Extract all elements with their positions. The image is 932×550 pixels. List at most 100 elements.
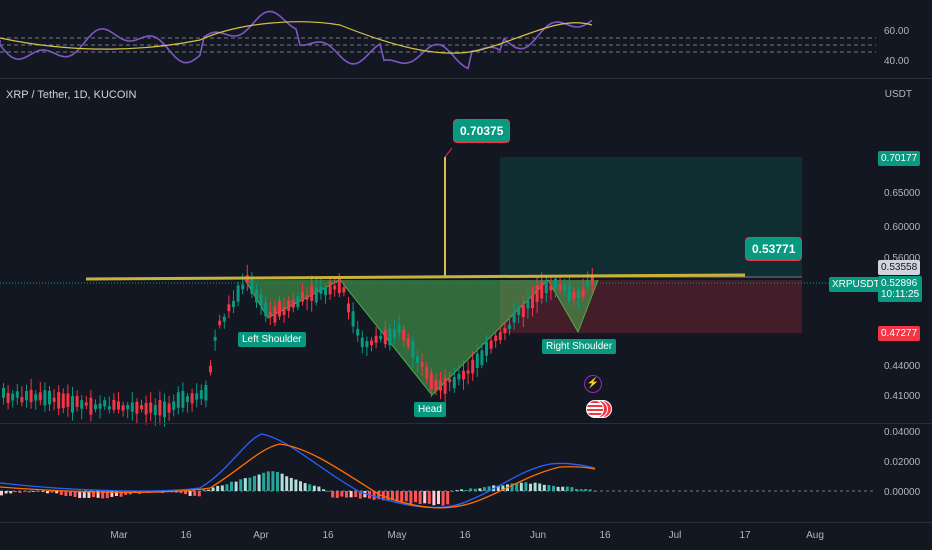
macd-axis-label: 0.04000 [884, 427, 921, 438]
macd-histogram-bar [455, 490, 459, 491]
candle-body [186, 396, 189, 402]
rsi-ma-line [0, 21, 593, 54]
macd-histogram-bar [299, 481, 302, 491]
macd-histogram-bar [257, 474, 261, 491]
macd-histogram-bar [289, 477, 293, 491]
candle-body [475, 353, 479, 369]
macd-histogram-bar [119, 491, 123, 497]
neckline-callout[interactable]: 0.53771 [745, 237, 803, 261]
candle-body [448, 378, 452, 383]
candle-body [347, 303, 350, 313]
candle-body [581, 288, 585, 297]
candle-body [190, 393, 194, 404]
candle-body [163, 401, 166, 418]
macd-histogram-bar [335, 491, 339, 499]
candle-body [135, 401, 139, 414]
candle-body [222, 316, 226, 322]
macd-histogram-bar [533, 482, 537, 491]
neckline [85, 273, 746, 281]
macd-histogram-bar [188, 491, 192, 496]
time-axis-label: 16 [599, 530, 611, 541]
macd-histogram-bar [36, 491, 40, 492]
peak-callout[interactable]: 0.70375 [453, 119, 511, 143]
us-flag-icon[interactable] [586, 400, 612, 418]
macd-axis-label: 0.02000 [884, 457, 921, 468]
macd-histogram-bar [220, 485, 224, 491]
candle-body [94, 404, 97, 410]
macd-histogram-bar [230, 481, 233, 491]
candle-body [439, 380, 442, 391]
macd-histogram-bar [9, 491, 13, 494]
macd-histogram-bar [556, 486, 560, 491]
macd-histogram-bar [234, 481, 238, 491]
lightning-icon[interactable]: ⚡ [584, 375, 602, 393]
candle-body [15, 391, 19, 398]
candle-body [153, 405, 157, 416]
candle-body [512, 312, 516, 323]
macd-histogram-bar [588, 489, 592, 491]
time-axis-label: 16 [322, 530, 334, 541]
macd-histogram-bar [561, 486, 565, 491]
candle-body [38, 392, 42, 401]
candle-body [544, 280, 548, 294]
macd-histogram-bar [59, 491, 63, 495]
candle-body [255, 289, 258, 303]
candle-body [117, 401, 120, 410]
macd-histogram-bar [414, 491, 417, 503]
candle-body [181, 390, 185, 408]
macd-histogram-bar [473, 488, 477, 491]
macd-histogram-bar [575, 489, 578, 491]
macd-histogram-bar [184, 491, 187, 495]
candle-body [89, 397, 93, 415]
macd-histogram-bar [101, 491, 105, 499]
macd-histogram-bar [92, 491, 95, 498]
macd-histogram-bar [18, 491, 22, 493]
macd-histogram-bar [423, 491, 427, 504]
macd-histogram-bar [271, 471, 275, 491]
macd-histogram-bar [211, 487, 215, 491]
candle-body [209, 365, 212, 373]
candle-body [406, 338, 410, 347]
macd-histogram-bar [570, 487, 574, 491]
candle-body [259, 294, 263, 306]
candle-body [103, 400, 107, 407]
candle-body [328, 281, 332, 295]
candle-body [52, 397, 56, 402]
candle-body [337, 276, 341, 294]
candle-body [508, 324, 511, 329]
macd-histogram-bar [266, 471, 270, 491]
candle-body [457, 374, 461, 380]
candle-body [429, 372, 433, 390]
candle-body [503, 327, 507, 334]
candle-body [466, 370, 470, 374]
macd-histogram-bar [441, 491, 445, 506]
candle-body [531, 294, 534, 309]
rsi-line [0, 10, 593, 70]
candle-body [314, 287, 318, 303]
candle-body [305, 295, 309, 300]
macd-histogram-bar [584, 488, 588, 491]
macd-histogram-bar [349, 491, 353, 498]
macd-histogram-bar [294, 479, 298, 491]
candle-body [11, 393, 15, 401]
candle-body [61, 393, 65, 409]
candle-body [107, 406, 111, 410]
candle-body [273, 306, 277, 323]
candle-body [351, 311, 355, 327]
macd-histogram-bar [322, 489, 325, 491]
macd-histogram-bar [285, 476, 289, 491]
candle-body [140, 405, 143, 410]
candle-body [195, 393, 199, 400]
candle-body [20, 396, 24, 403]
pane-divider [0, 423, 932, 424]
candle-body [34, 394, 38, 401]
macd-histogram-bar [460, 489, 463, 491]
candle-body [71, 395, 74, 413]
candle-body [48, 390, 51, 405]
symbol-title[interactable]: XRP / Tether, 1D, KUCOIN [6, 89, 137, 101]
macd-histogram-bar [23, 491, 26, 492]
candle-body [360, 337, 364, 348]
candle-body [365, 341, 369, 348]
macd-histogram-bar [41, 491, 45, 492]
